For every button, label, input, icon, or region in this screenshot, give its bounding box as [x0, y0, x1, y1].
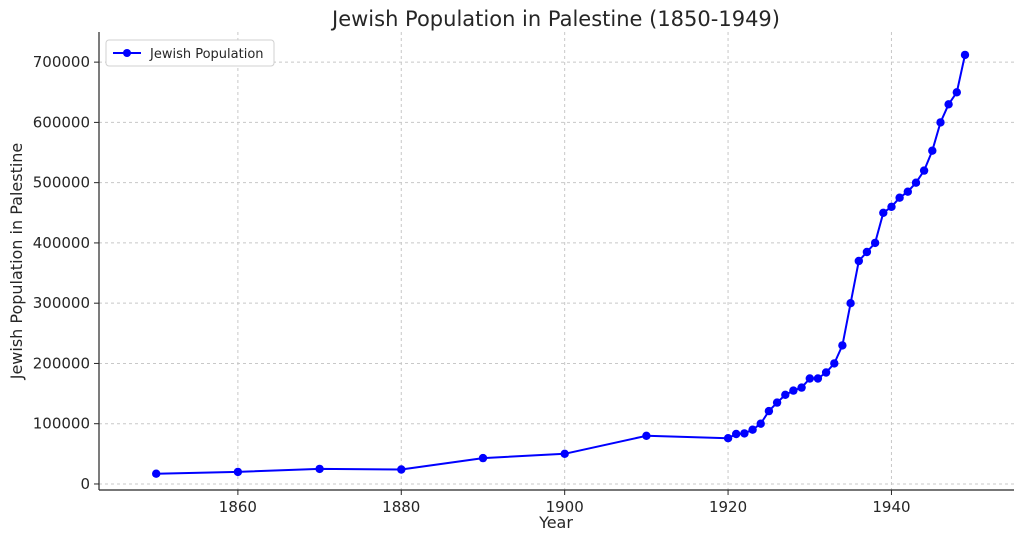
x-axis-title: Year [538, 513, 573, 532]
series-line [156, 54, 966, 475]
data-point [748, 425, 757, 434]
data-point [315, 464, 324, 474]
y-tick-label: 300000 [33, 294, 90, 312]
y-tick-label: 400000 [33, 234, 90, 252]
data-point [740, 429, 749, 438]
data-point [944, 100, 953, 109]
data-point [478, 453, 488, 463]
data-point [821, 368, 831, 377]
grid [99, 32, 1014, 490]
data-point [756, 419, 765, 428]
data-point [805, 374, 814, 383]
y-ticks: 0 100000 200000 300000 400000 500000 600000 700… [33, 53, 99, 493]
chart-title: Jewish Population in Palestine (1850-194… [330, 7, 780, 31]
legend-box [105, 39, 275, 67]
data-point [813, 374, 823, 383]
series-layer [152, 50, 970, 478]
data-point [797, 383, 806, 392]
data-point [772, 398, 782, 407]
data-point [233, 467, 243, 477]
legend-marker-swatch [123, 49, 131, 57]
data-point [911, 178, 921, 187]
data-point [560, 449, 569, 458]
data-point [764, 406, 774, 416]
legend-label: Jewish Population [149, 47, 264, 62]
data-point [887, 202, 896, 211]
data-point [960, 50, 970, 60]
x-ticks: 1860 1880 1900 1920 1940 [219, 490, 911, 516]
data-point [879, 208, 888, 217]
data-point [838, 341, 847, 350]
data-point [846, 299, 855, 308]
data-point [152, 469, 161, 478]
y-tick-label: 0 [80, 475, 90, 493]
x-tick-label: 1920 [709, 498, 747, 516]
data-point [919, 166, 929, 175]
data-point [928, 146, 937, 155]
data-point [862, 247, 872, 257]
data-point [903, 187, 912, 196]
legend: Jewish Population [105, 39, 275, 67]
data-point [789, 386, 798, 395]
y-tick-label: 100000 [33, 415, 90, 433]
y-tick-label: 600000 [33, 113, 90, 131]
data-point [732, 429, 741, 439]
y-axis-title: Jewish Population in Palestine [7, 143, 26, 381]
axes [98, 32, 1014, 491]
y-tick-label: 700000 [33, 53, 90, 71]
data-point [781, 390, 790, 399]
y-tick-label: 500000 [33, 174, 90, 192]
data-point [895, 193, 904, 202]
x-tick-label: 1900 [546, 498, 584, 516]
data-point [830, 359, 839, 368]
x-tick-label: 1860 [219, 498, 257, 516]
data-point [854, 256, 863, 266]
data-point [952, 88, 961, 97]
data-point [723, 434, 733, 443]
y-tick-label: 200000 [33, 354, 90, 372]
data-point [936, 118, 945, 127]
data-point [397, 465, 406, 474]
data-point [642, 431, 651, 440]
x-tick-label: 1880 [382, 498, 420, 516]
x-tick-label: 1940 [872, 498, 910, 516]
data-point [870, 238, 880, 248]
